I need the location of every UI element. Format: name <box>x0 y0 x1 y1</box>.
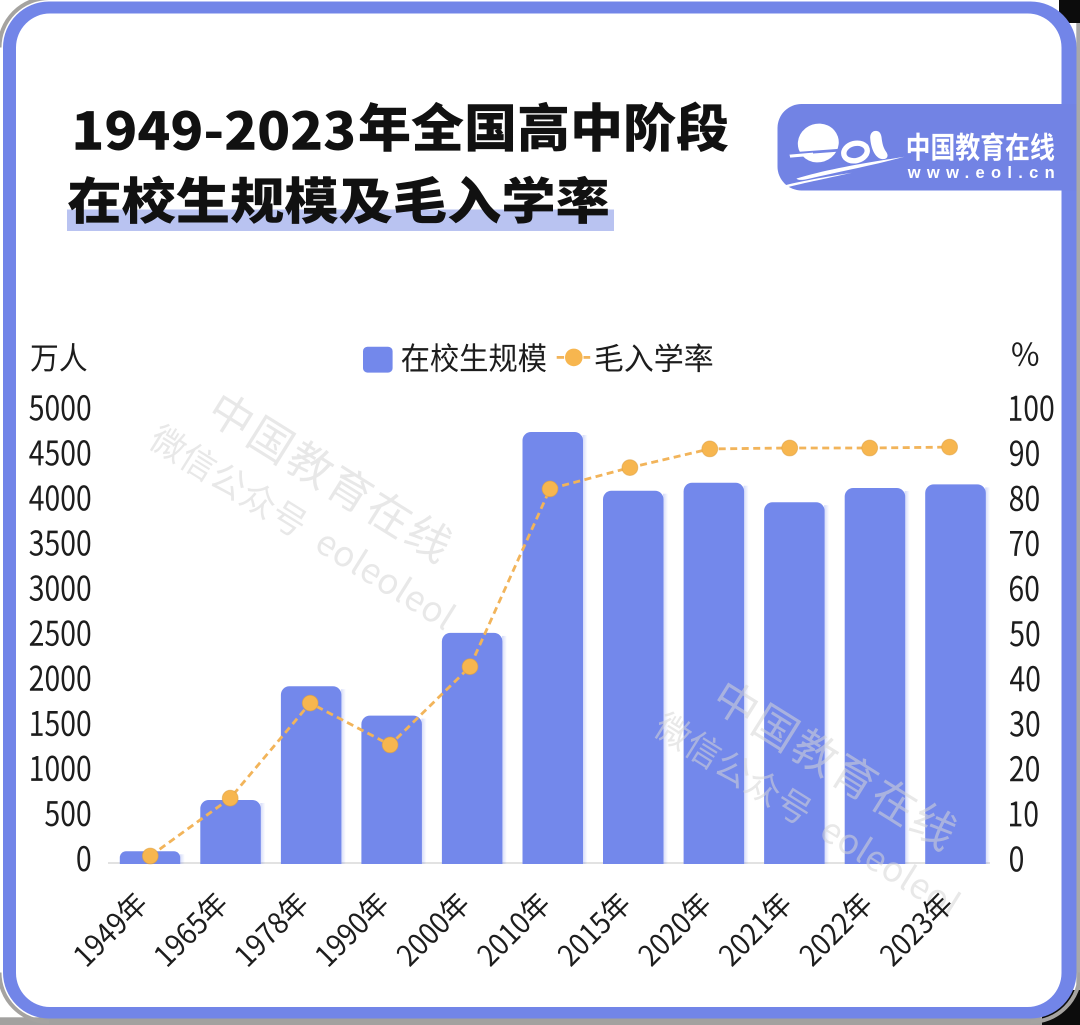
svg-text:www.eol.cn: www.eol.cn <box>907 164 1061 182</box>
